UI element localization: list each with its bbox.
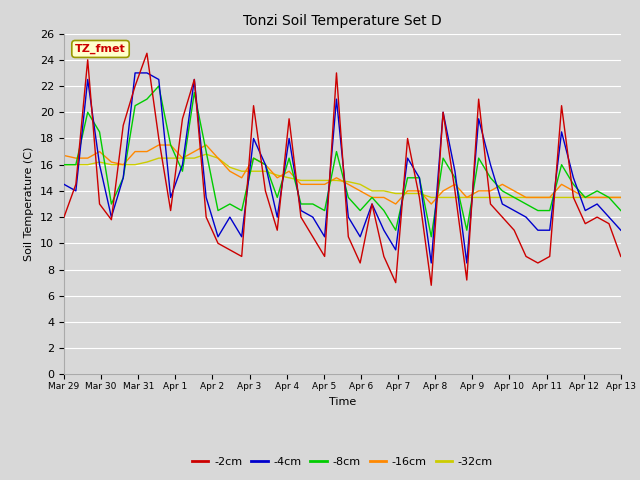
Y-axis label: Soil Temperature (C): Soil Temperature (C) [24,147,35,261]
X-axis label: Time: Time [329,396,356,407]
Legend: -2cm, -4cm, -8cm, -16cm, -32cm: -2cm, -4cm, -8cm, -16cm, -32cm [188,452,497,471]
Title: Tonzi Soil Temperature Set D: Tonzi Soil Temperature Set D [243,14,442,28]
Text: TZ_fmet: TZ_fmet [75,44,126,54]
